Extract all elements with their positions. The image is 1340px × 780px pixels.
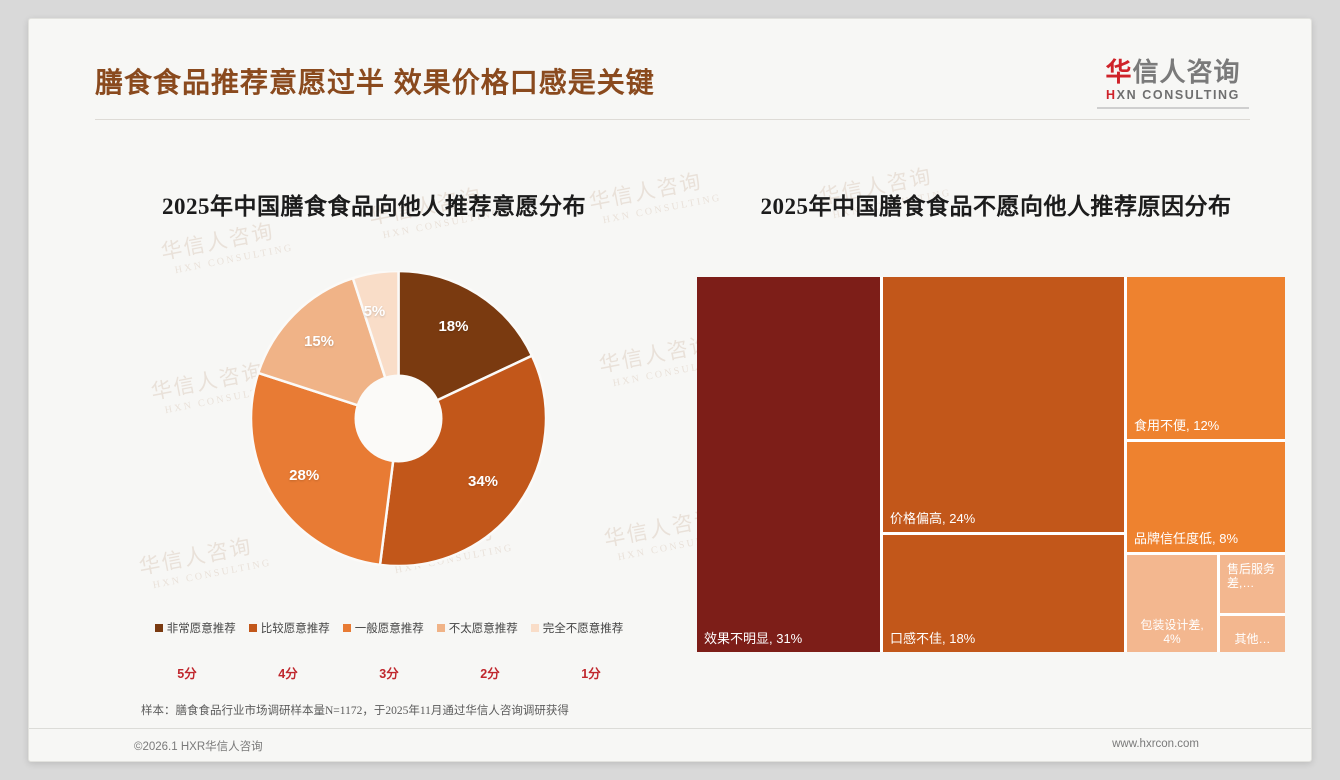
left-chart-title: 2025年中国膳食食品向他人推荐意愿分布 — [162, 194, 586, 219]
donut-slice-label: 15% — [304, 333, 335, 350]
donut-svg — [251, 271, 546, 566]
treemap-cell-label: 口感不佳, 18% — [890, 630, 976, 646]
legend-item-label: 完全不愿意推荐 — [542, 623, 624, 635]
treemap-cell-label: 价格偏高, 24% — [890, 510, 976, 526]
donut-legend: 非常愿意推荐 比较愿意推荐 一般愿意推荐 不太愿意推荐 完全不愿意推荐 — [109, 620, 669, 636]
treemap-cell-label: 售后服务差,… — [1227, 562, 1276, 591]
score-label: 2分 — [480, 667, 500, 681]
legend-swatch-icon — [154, 624, 163, 632]
slide-frame: 华信人咨询 HXN CONSULTING 华信人咨询 HXN CONSULTING … — [28, 18, 1312, 762]
legend-item-label: 非常愿意推荐 — [166, 623, 236, 635]
legend-item-label: 一般愿意推荐 — [354, 623, 424, 635]
treemap-cell[interactable]: 口感不佳, 18% — [883, 535, 1124, 652]
legend-swatch-icon — [530, 624, 539, 632]
treemap-cell-label: 食用不便, 12% — [1134, 417, 1220, 433]
treemap-cell[interactable]: 其他… — [1220, 616, 1285, 652]
treemap-cell[interactable]: 品牌信任度低, 8% — [1127, 442, 1285, 552]
legend-item[interactable]: 非常愿意推荐 — [154, 620, 236, 636]
right-chart-title: 2025年中国膳食食品不愿向他人推荐原因分布 — [760, 194, 1232, 219]
page-title: 膳食食品推荐意愿过半 效果价格口感是关键 — [95, 67, 655, 98]
treemap-chart: 效果不明显, 31% 价格偏高, 24% 口感不佳, 18% 食用不便, 12% 品牌信… — [697, 277, 1285, 652]
logo-english: HXN CONSULTING — [1097, 88, 1249, 102]
header-divider — [95, 119, 1250, 120]
company-logo: 华信人咨询 HXN CONSULTING — [1097, 59, 1249, 110]
treemap-cell[interactable]: 包装设计差, 4% — [1127, 555, 1217, 652]
logo-chinese: 华信人咨询 — [1097, 59, 1249, 86]
score-label: 3分 — [379, 667, 399, 681]
legend-swatch-icon — [436, 624, 445, 632]
treemap-cell[interactable]: 效果不明显, 31% — [697, 277, 880, 652]
logo-cn-rest: 信人咨询 — [1132, 58, 1241, 87]
logo-hua-char: 华 — [1105, 58, 1133, 87]
score-label: 4分 — [278, 667, 298, 681]
legend-item[interactable]: 完全不愿意推荐 — [530, 620, 624, 636]
score-row: 5分 4分 3分 2分 1分 — [159, 663, 619, 682]
legend-item[interactable]: 一般愿意推荐 — [342, 620, 424, 636]
legend-item-label: 不太愿意推荐 — [448, 623, 518, 635]
treemap-cell-label: 品牌信任度低, 8% — [1134, 530, 1239, 546]
donut-slice-label: 5% — [363, 302, 386, 320]
treemap-cell-label: 效果不明显, 31% — [704, 630, 803, 646]
legend-item[interactable]: 不太愿意推荐 — [436, 620, 518, 636]
treemap-cell-label: 包装设计差, 4% — [1140, 617, 1204, 646]
legend-swatch-icon — [248, 624, 257, 632]
donut-slice[interactable] — [397, 271, 534, 421]
donut-slice-label: 34% — [468, 473, 499, 491]
treemap-cell-label: 其他… — [1234, 631, 1271, 646]
score-label: 1分 — [581, 667, 601, 681]
header: 膳食食品推荐意愿过半 效果价格口感是关键 华信人咨询 HXN CONSULTIN… — [29, 19, 1311, 124]
legend-swatch-icon — [342, 624, 351, 632]
treemap-cell[interactable]: 价格偏高, 24% — [883, 277, 1124, 532]
logo-en-rest: XN CONSULTING — [1116, 88, 1240, 103]
legend-item[interactable]: 比较愿意推荐 — [248, 620, 330, 636]
source-note: 样本：膳食食品行业市场调研样本量N=1172，于2025年11月通过华信人咨询调… — [141, 705, 569, 717]
legend-item-label: 比较愿意推荐 — [260, 623, 330, 635]
logo-h-char: H — [1106, 88, 1117, 103]
treemap-cell[interactable]: 售后服务差,… — [1220, 555, 1285, 613]
donut-hole — [354, 374, 443, 463]
donut-chart: 18% 34% 28% 15% 5% — [251, 271, 546, 566]
footer-divider — [29, 728, 1311, 729]
score-label: 5分 — [177, 667, 197, 681]
treemap-cell[interactable]: 食用不便, 12% — [1127, 277, 1285, 439]
donut-slice-label: 28% — [289, 467, 320, 485]
logo-underline — [1097, 107, 1249, 110]
donut-slice-label: 18% — [438, 318, 469, 336]
footer-website: www.hxrcon.com — [1112, 738, 1199, 750]
footer-copyright: ©2026.1 HXR华信人咨询 — [134, 741, 263, 753]
